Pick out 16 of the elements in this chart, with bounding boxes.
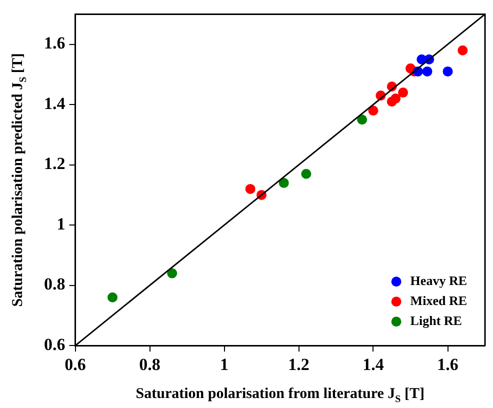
y-tick-label: 1.4	[44, 94, 66, 113]
x-tick-label: 0.6	[64, 355, 86, 374]
y-tick-label: 1	[56, 214, 66, 234]
x-tick-label: 0.8	[139, 355, 160, 374]
legend-label: Light RE	[410, 312, 462, 328]
legend-label: Mixed RE	[410, 292, 468, 308]
y-tick-label: 0.8	[44, 274, 66, 294]
x-tick-label: 1.4	[362, 355, 384, 374]
x-tick-label: 1	[220, 355, 228, 374]
legend-label: Heavy RE	[410, 272, 468, 288]
x-tick-label: 1.2	[288, 355, 310, 374]
y-tick-label: 1.6	[44, 34, 66, 53]
x-tick-label: 1.6	[437, 355, 458, 374]
y-axis-title: Saturation polarisation predicted JS [T]	[10, 53, 29, 307]
y-tick-label: 0.6	[44, 334, 66, 354]
y-tick-label: 1.2	[44, 154, 66, 174]
